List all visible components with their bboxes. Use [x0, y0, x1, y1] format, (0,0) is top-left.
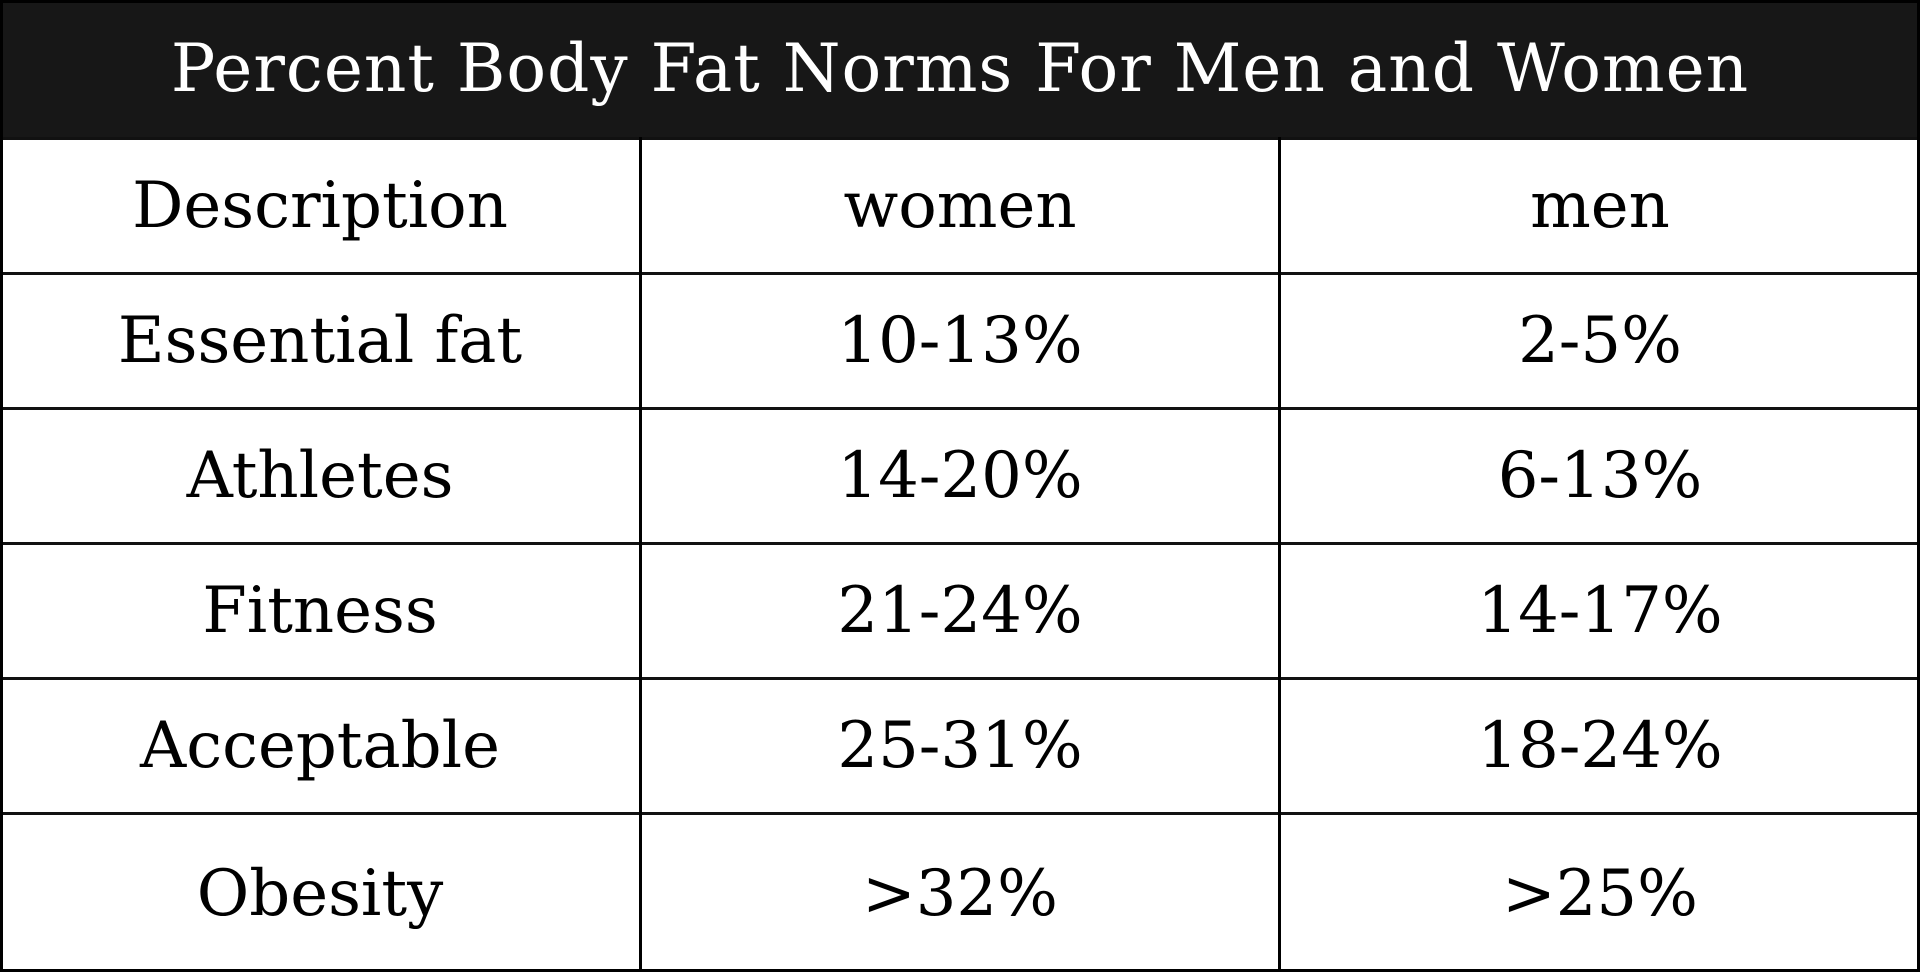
- table-title-bar: Percent Body Fat Norms For Men and Women: [0, 0, 1920, 137]
- row-description: Acceptable: [140, 709, 500, 783]
- row-description: Athletes: [186, 439, 454, 513]
- table-row: Athletes 14-20% 6-13%: [0, 407, 1920, 542]
- row-women-value: 21-24%: [837, 574, 1083, 648]
- header-description: Description: [132, 169, 508, 243]
- row-women-value: >32%: [862, 856, 1058, 931]
- row-description: Fitness: [202, 574, 438, 648]
- table-title: Percent Body Fat Norms For Men and Women: [170, 30, 1750, 107]
- row-women-value: 25-31%: [837, 709, 1083, 783]
- header-women: women: [843, 169, 1077, 243]
- row-men-value: 18-24%: [1477, 709, 1723, 783]
- row-men-value: >25%: [1502, 856, 1698, 931]
- table-row: Fitness 21-24% 14-17%: [0, 542, 1920, 677]
- row-men-value: 6-13%: [1497, 439, 1703, 513]
- header-men: men: [1530, 169, 1670, 243]
- table-row: Essential fat 10-13% 2-5%: [0, 272, 1920, 407]
- row-women-value: 10-13%: [837, 304, 1083, 378]
- row-description: Obesity: [196, 856, 444, 931]
- column-divider-2: [1278, 0, 1281, 972]
- row-men-value: 14-17%: [1477, 574, 1723, 648]
- row-women-value: 14-20%: [837, 439, 1083, 513]
- row-description: Essential fat: [117, 304, 523, 378]
- table-row: Acceptable 25-31% 18-24%: [0, 677, 1920, 812]
- row-men-value: 2-5%: [1518, 304, 1682, 378]
- column-divider-1: [639, 0, 642, 972]
- header-row: Description women men: [0, 137, 1920, 272]
- table-row: Obesity >32% >25%: [0, 812, 1920, 972]
